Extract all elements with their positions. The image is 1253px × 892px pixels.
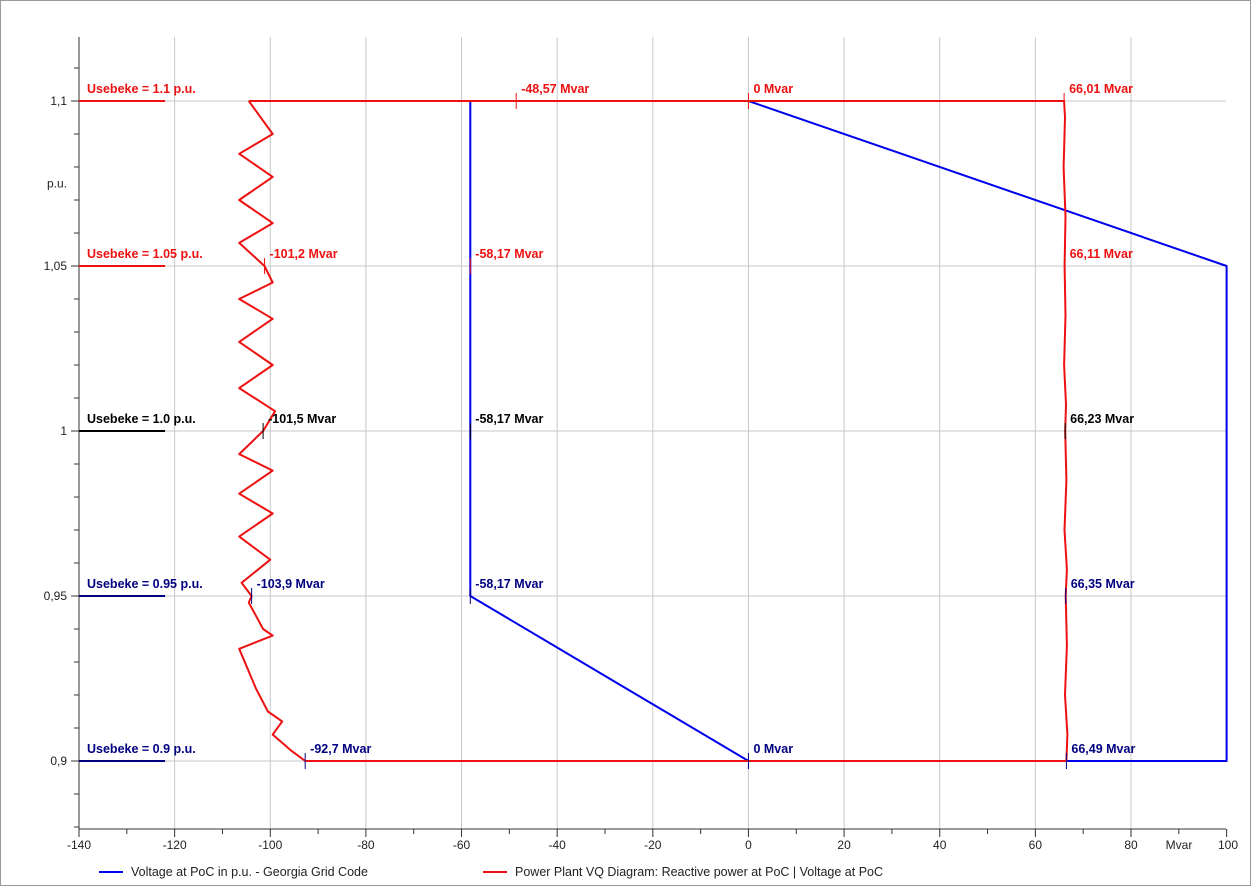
legend: Voltage at PoC in p.u. - Georgia Grid Co… (99, 865, 883, 879)
annotation-label: 66,23 Mvar (1070, 412, 1134, 426)
annotation-label: -58,17 Mvar (475, 412, 543, 426)
row-label: Usebeke = 0.95 p.u. (87, 577, 203, 591)
x-tick-label: -120 (163, 838, 187, 852)
x-tick-label: 80 (1124, 838, 1138, 852)
annotation-label: -48,57 Mvar (521, 82, 589, 96)
series-line-2 (238, 100, 1069, 762)
y-tick-label: 1,1 (50, 94, 67, 108)
annotation-label: -101,5 Mvar (268, 412, 336, 426)
x-unit-label: Mvar (1166, 838, 1193, 852)
x-tick-label: -40 (549, 838, 567, 852)
x-tick-label: -100 (258, 838, 282, 852)
annotation-label: 66,11 Mvar (1070, 247, 1133, 261)
annotation-label: -58,17 Mvar (475, 247, 543, 261)
x-tick-label: 100 (1218, 838, 1238, 852)
annotation-label: 66,01 Mvar (1069, 82, 1133, 96)
y-unit-label: p.u. (47, 177, 67, 191)
grid-layer (79, 37, 1226, 829)
y-tick-label: 0,9 (50, 754, 67, 768)
row-label: Usebeke = 1.0 p.u. (87, 412, 196, 426)
x-tick-label: 40 (933, 838, 947, 852)
y-tick-label: 1,05 (44, 259, 68, 273)
row-label: Usebeke = 0.9 p.u. (87, 742, 196, 756)
row-label: Usebeke = 1.05 p.u. (87, 247, 203, 261)
x-tick-label: -80 (357, 838, 375, 852)
annotation-label: 0 Mvar (753, 82, 793, 96)
series-layer (238, 100, 1228, 762)
row-label: Usebeke = 1.1 p.u. (87, 82, 196, 96)
annotation-label: -92,7 Mvar (310, 742, 371, 756)
annotation-label: -101,2 Mvar (270, 247, 338, 261)
annotation-label: -103,9 Mvar (257, 577, 325, 591)
annotation-label: 66,35 Mvar (1071, 577, 1135, 591)
y-tick-label: 0,95 (44, 589, 68, 603)
y-tick-label: 1 (60, 424, 67, 438)
annotation-label: 66,49 Mvar (1071, 742, 1135, 756)
legend-label-2: Power Plant VQ Diagram: Reactive power a… (515, 865, 883, 879)
series-line-1 (469, 100, 1228, 762)
annotation-layer: -48,57 Mvar 0 Mvar 66,01 Mvar -101,2 Mvar -5… (251, 82, 1135, 769)
annotation-label: -58,17 Mvar (475, 577, 543, 591)
x-tick-label: -140 (67, 838, 91, 852)
x-tick-label: 0 (745, 838, 752, 852)
legend-label-1: Voltage at PoC in p.u. - Georgia Grid Co… (131, 865, 368, 879)
x-tick-label: -20 (644, 838, 662, 852)
x-tick-label: -60 (453, 838, 471, 852)
axes-layer: 1,1 1,05 1 0,95 0,9 p.u. -140 -120 -100 -80 -60 -40… (44, 37, 1238, 852)
x-tick-label: 60 (1029, 838, 1043, 852)
row-label-layer: Usebeke = 1.1 p.u. Usebeke = 1.05 p.u. Use… (79, 82, 203, 762)
x-tick-label: 20 (837, 838, 851, 852)
annotation-label: 0 Mvar (753, 742, 793, 756)
